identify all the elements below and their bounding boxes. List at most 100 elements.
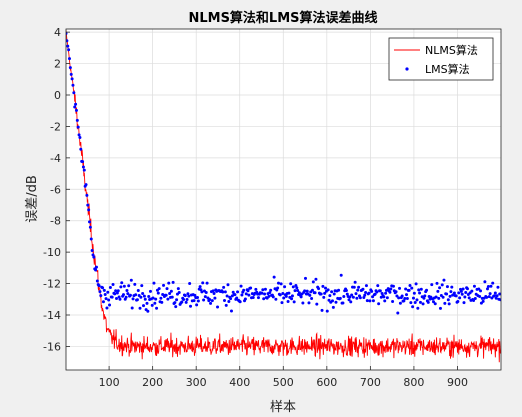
series-lms-point xyxy=(205,281,209,285)
series-lms-point xyxy=(437,296,441,300)
series-lms-point xyxy=(77,133,81,137)
series-lms-point xyxy=(377,302,381,306)
series-lms-point xyxy=(320,308,324,312)
series-lms-point xyxy=(370,289,374,293)
series-lms-point xyxy=(450,285,454,289)
series-lms-point xyxy=(182,298,186,302)
series-lms-point xyxy=(204,291,208,295)
series-lms-point xyxy=(216,305,220,309)
series-lms-point xyxy=(152,281,156,285)
series-lms-point xyxy=(305,289,309,293)
series-lms-point xyxy=(286,299,290,303)
series-lms-point xyxy=(98,290,102,294)
series-lms-point xyxy=(310,297,314,301)
series-lms-point xyxy=(458,296,462,300)
series-lms-point xyxy=(310,288,314,292)
x-tick-label: 700 xyxy=(360,376,381,389)
series-lms-point xyxy=(94,265,98,269)
series-lms-point xyxy=(236,290,240,294)
series-lms-point xyxy=(131,297,135,301)
series-lms-point xyxy=(263,292,267,296)
series-lms-point xyxy=(371,295,375,299)
series-lms-point xyxy=(108,303,112,307)
series-lms-point xyxy=(438,286,442,290)
series-lms-point xyxy=(472,284,476,288)
series-lms-point xyxy=(417,288,421,292)
series-lms-point xyxy=(211,289,215,293)
x-tick-label: 800 xyxy=(403,376,424,389)
series-lms-point xyxy=(143,297,147,301)
series-lms-point xyxy=(239,284,243,288)
series-lms-point xyxy=(256,296,260,300)
series-lms-point xyxy=(134,293,138,297)
series-lms-point xyxy=(373,292,377,296)
series-lms-point xyxy=(495,294,499,298)
series-lms-point xyxy=(284,294,288,298)
series-lms-point xyxy=(294,284,298,288)
series-lms-point xyxy=(195,303,199,307)
series-lms-point xyxy=(136,289,140,293)
series-lms-point xyxy=(481,299,485,303)
series-lms-point xyxy=(142,294,146,298)
series-lms-point xyxy=(289,282,293,286)
series-lms-point xyxy=(119,285,123,289)
series-lms-point xyxy=(73,105,77,109)
series-lms-point xyxy=(125,289,129,293)
series-lms-point xyxy=(75,118,79,122)
series-lms-point xyxy=(315,302,319,306)
series-lms-point xyxy=(410,286,414,290)
series-lms-point xyxy=(249,286,253,290)
series-lms-point xyxy=(328,294,332,298)
series-lms-point xyxy=(489,284,493,288)
series-lms-point xyxy=(210,299,214,303)
series-lms-point xyxy=(233,293,237,297)
series-lms-point xyxy=(171,280,175,284)
series-lms-point xyxy=(470,289,474,293)
series-lms-point xyxy=(290,297,294,301)
series-lms-point xyxy=(212,292,216,296)
y-tick-label: -4 xyxy=(50,152,61,165)
series-lms-point xyxy=(411,296,415,300)
series-lms-point xyxy=(348,295,352,299)
series-lms-point xyxy=(67,48,71,52)
series-lms-point xyxy=(251,295,255,299)
series-lms-point xyxy=(126,292,130,296)
series-lms-point xyxy=(322,295,326,299)
series-lms-point xyxy=(292,300,296,304)
series-lms-point xyxy=(467,296,471,300)
series-lms-point xyxy=(81,160,85,164)
series-lms-point xyxy=(184,300,188,304)
series-lms-point xyxy=(382,295,386,299)
series-lms-point xyxy=(293,289,297,293)
series-lms-point xyxy=(308,293,312,297)
series-lms-point xyxy=(307,301,311,305)
series-lms-point xyxy=(388,290,392,294)
chart-title: NLMS算法和LMS算法误差曲线 xyxy=(188,10,377,26)
series-lms-point xyxy=(160,300,164,304)
series-lms-point xyxy=(192,299,196,303)
series-lms-point xyxy=(129,278,133,282)
series-lms-point xyxy=(491,281,495,285)
series-lms-point xyxy=(177,291,181,295)
series-lms-point xyxy=(173,301,177,305)
series-lms-point xyxy=(223,290,227,294)
series-lms-point xyxy=(461,287,465,291)
series-lms-point xyxy=(276,281,280,285)
series-lms-point xyxy=(295,286,299,290)
series-lms-point xyxy=(150,303,154,307)
series-lms-point xyxy=(235,296,239,300)
series-lms-point xyxy=(355,296,359,300)
series-lms-point xyxy=(314,277,318,281)
series-lms-point xyxy=(435,281,439,285)
series-lms-point xyxy=(240,293,244,297)
series-lms-point xyxy=(452,291,456,295)
series-lms-point xyxy=(278,293,282,297)
series-lms-point xyxy=(287,291,291,295)
series-lms-point xyxy=(447,302,451,306)
series-lms-point xyxy=(146,309,150,313)
y-tick-label: -14 xyxy=(43,309,61,322)
series-lms-point xyxy=(364,284,368,288)
x-tick-label: 300 xyxy=(186,376,207,389)
series-lms-point xyxy=(327,298,331,302)
